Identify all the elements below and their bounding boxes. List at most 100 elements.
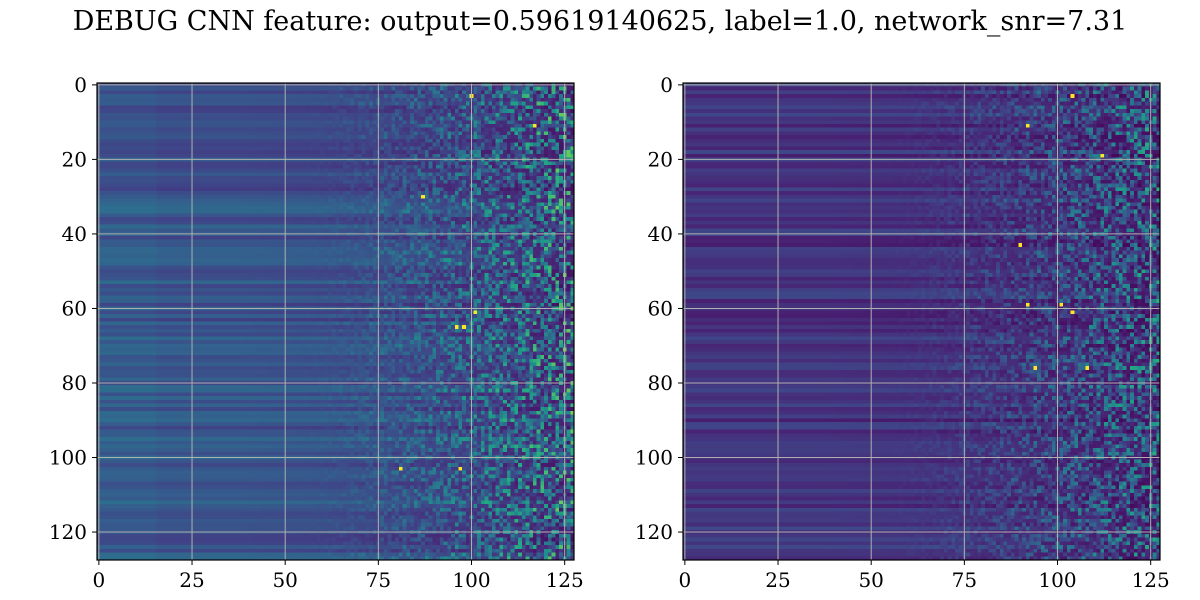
heatmap-cell [295,225,299,229]
heatmap-cell [164,87,168,91]
heatmap-cell [339,128,343,132]
heatmap-cell [134,187,138,191]
heatmap-cell [365,146,369,150]
heatmap-cell [492,143,496,147]
heatmap-cell [477,180,481,184]
heatmap-cell [298,187,302,191]
heatmap-cell [160,139,164,143]
heatmap-cell [179,172,183,176]
heatmap-cell [298,213,302,217]
heatmap-cell [265,143,269,147]
heatmap-cell [336,161,340,165]
heatmap-cell [175,105,179,109]
heatmap-cell [336,221,340,225]
heatmap-cell [328,187,332,191]
heatmap-cell [235,176,239,180]
heatmap-cell [559,139,563,143]
heatmap-cell [488,98,492,102]
heatmap-cell [395,120,399,124]
heatmap-cell [194,187,198,191]
heatmap-cell [306,172,310,176]
heatmap-cell [339,135,343,139]
heatmap-cell [451,165,455,169]
heatmap-cell [552,187,556,191]
heatmap-cell [280,199,284,203]
heatmap-cell [235,113,239,117]
heatmap-cell [384,184,388,188]
heatmap-cell [380,124,384,128]
heatmap-cell [395,217,399,221]
heatmap-cell [216,225,220,229]
heatmap-cell [198,225,202,229]
heatmap-cell [425,206,429,210]
heatmap-cell [157,105,161,109]
heatmap-cell [447,120,451,124]
heatmap-cell [287,128,291,132]
heatmap-cell [481,225,485,229]
heatmap-cell [201,109,205,113]
heatmap-cell [127,199,131,203]
heatmap-cell [507,225,511,229]
heatmap-cell [414,105,418,109]
heatmap-cell [227,143,231,147]
heatmap-cell [239,169,243,173]
heatmap-cell [313,135,317,139]
heatmap-cell [313,217,317,221]
heatmap-cell [548,161,552,165]
heatmap-cell [436,206,440,210]
heatmap-cell [444,202,448,206]
heatmap-cell [477,128,481,132]
heatmap-cell [324,139,328,143]
heatmap-cell [529,165,533,169]
heatmap-cell [350,90,354,94]
heatmap-cell [321,187,325,191]
heatmap-cell [496,165,500,169]
heatmap-cell [231,117,235,121]
heatmap-cell [455,206,459,210]
heatmap-cell [414,206,418,210]
heatmap-cell [499,180,503,184]
heatmap-cell [514,94,518,98]
heatmap-cell [462,143,466,147]
heatmap-cell [503,191,507,195]
heatmap-cell [343,146,347,150]
heatmap-cell [477,172,481,176]
heatmap-cell [101,187,105,191]
heatmap-cell [358,184,362,188]
heatmap-cell [239,191,243,195]
heatmap-cell [499,202,503,206]
heatmap-cell [175,199,179,203]
heatmap-cell [309,135,313,139]
heatmap-cell [358,131,362,135]
heatmap-cell [272,113,276,117]
heatmap-cell [358,225,362,229]
heatmap-cell [123,217,127,221]
heatmap-cell [358,109,362,113]
heatmap-cell [194,213,198,217]
heatmap-cell [239,98,243,102]
heatmap-cell [514,213,518,217]
heatmap-cell [362,102,366,106]
heatmap-cell [548,87,552,91]
heatmap-cell [138,210,142,214]
heatmap-cell [119,120,123,124]
heatmap-cell [321,105,325,109]
heatmap-cell [272,154,276,158]
heatmap-cell [183,169,187,173]
heatmap-cell [265,206,269,210]
heatmap-cell [555,180,559,184]
heatmap-cell [555,202,559,206]
heatmap-cell [380,154,384,158]
heatmap-cell [436,90,440,94]
heatmap-cell [537,87,541,91]
heatmap-cell [149,176,153,180]
heatmap-cell [328,102,332,106]
heatmap-cell [306,180,310,184]
heatmap-cell [153,191,157,195]
heatmap-cell [186,221,190,225]
heatmap-cell [332,176,336,180]
heatmap-cell [451,184,455,188]
heatmap-cell [194,87,198,91]
heatmap-cell [172,94,176,98]
heatmap-cell [403,199,407,203]
